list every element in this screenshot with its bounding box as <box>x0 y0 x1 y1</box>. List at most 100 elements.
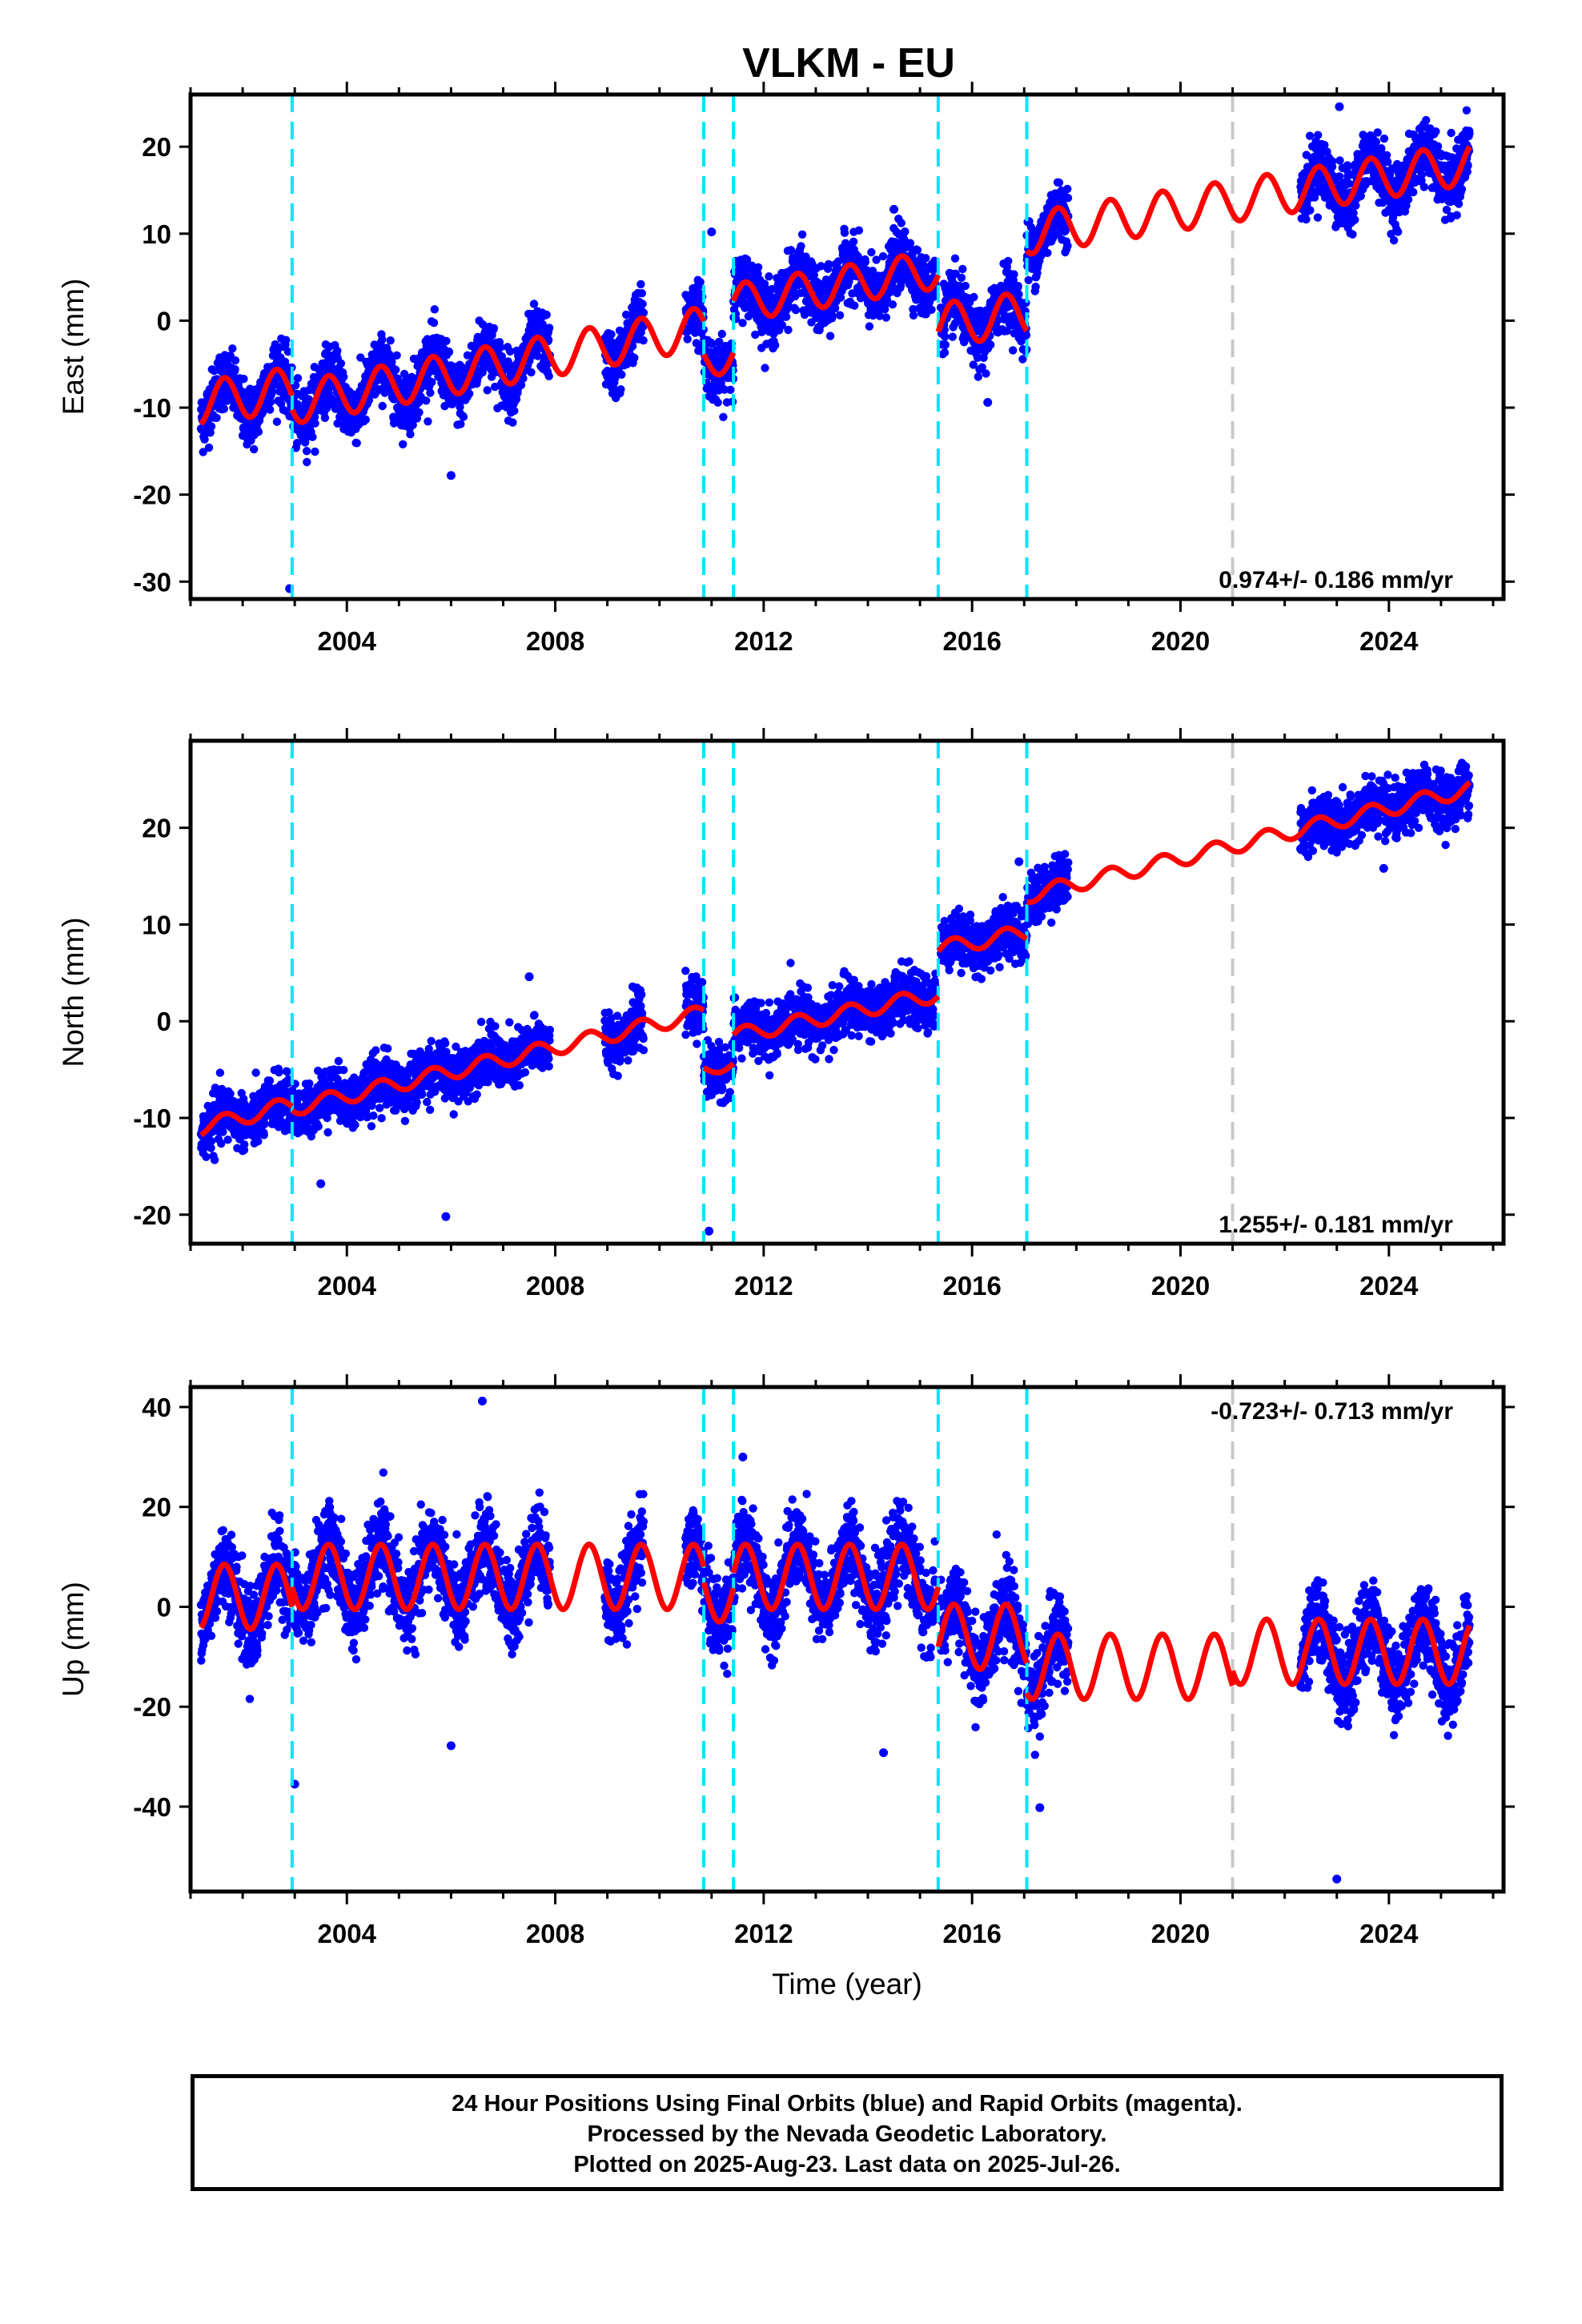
data-point <box>314 1122 323 1131</box>
data-point <box>422 396 431 405</box>
data-point <box>231 356 240 365</box>
data-point <box>516 380 526 389</box>
data-point <box>941 332 950 341</box>
data-point <box>212 413 221 422</box>
data-point <box>204 443 214 452</box>
data-point <box>881 313 891 322</box>
data-point <box>713 398 722 407</box>
outlier-point <box>446 471 456 480</box>
data-point <box>683 335 692 344</box>
data-point <box>1394 227 1403 236</box>
data-point <box>226 1089 235 1099</box>
data-point <box>336 359 346 368</box>
data-point <box>1054 178 1064 187</box>
data-point <box>741 304 749 312</box>
data-point <box>240 1140 249 1149</box>
data-point <box>207 1136 216 1146</box>
data-point <box>836 293 845 302</box>
data-point <box>283 1068 291 1076</box>
data-point <box>878 251 888 261</box>
data-point <box>840 228 849 237</box>
data-point <box>1457 185 1467 194</box>
data-point <box>867 247 876 257</box>
data-point <box>1373 128 1382 137</box>
data-point <box>707 340 717 348</box>
data-point <box>217 1084 227 1094</box>
data-point <box>544 372 553 380</box>
data-point <box>200 435 209 444</box>
data-point <box>1302 215 1311 224</box>
data-point <box>310 412 319 421</box>
data-point <box>483 386 492 395</box>
data-point <box>210 1156 219 1164</box>
data-point <box>199 448 207 456</box>
data-point <box>1389 235 1399 245</box>
y-tick-label: -20 <box>133 480 171 510</box>
data-point <box>637 289 646 298</box>
data-point <box>765 272 773 281</box>
data-point <box>444 348 454 356</box>
data-point <box>333 346 342 356</box>
data-point <box>1433 142 1443 151</box>
data-point <box>1465 129 1474 138</box>
data-point <box>265 1076 275 1085</box>
data-point <box>719 412 728 421</box>
data-point <box>1004 256 1013 266</box>
data-point <box>726 385 735 394</box>
data-point <box>323 1113 331 1123</box>
data-point <box>489 324 498 332</box>
data-point <box>302 447 311 456</box>
model-fit-line <box>289 306 707 425</box>
data-point <box>352 439 361 448</box>
data-point <box>628 342 637 351</box>
data-point <box>865 322 874 331</box>
data-point <box>250 444 259 454</box>
data-point <box>828 314 837 323</box>
data-point <box>305 1079 314 1088</box>
data-point <box>753 269 762 279</box>
data-point <box>259 1131 268 1140</box>
data-point <box>283 347 292 356</box>
data-point <box>905 239 915 247</box>
plot-frame-east <box>188 92 1506 601</box>
data-point <box>1063 241 1072 251</box>
data-point <box>440 401 449 411</box>
data-points-east <box>196 102 1474 593</box>
data-point <box>781 312 791 321</box>
plot-area-east <box>196 94 1474 599</box>
data-point <box>835 311 845 320</box>
data-point <box>429 318 439 328</box>
data-point <box>717 329 726 339</box>
data-point <box>1422 115 1431 125</box>
data-point <box>929 265 938 275</box>
model-fit-line <box>730 253 942 320</box>
data-point <box>958 264 967 274</box>
data-point <box>293 374 303 383</box>
data-point <box>978 363 986 372</box>
data-point <box>210 366 219 376</box>
rate-label: 0.974+/- 0.186 mm/yr <box>1219 567 1453 593</box>
data-point <box>638 300 647 308</box>
data-point <box>834 257 843 266</box>
data-point <box>761 364 769 372</box>
data-point <box>715 337 724 346</box>
data-point <box>1462 106 1472 115</box>
data-point <box>292 439 302 448</box>
data-point <box>854 226 864 235</box>
data-point <box>1306 206 1315 215</box>
data-point <box>607 330 616 339</box>
data-point <box>497 352 506 361</box>
data-point <box>533 352 543 360</box>
data-point <box>751 330 760 340</box>
data-point <box>311 447 319 456</box>
data-point <box>303 457 311 467</box>
data-point <box>622 310 631 320</box>
data-point <box>720 385 729 394</box>
data-point <box>617 370 626 379</box>
data-point <box>897 219 906 227</box>
data-point <box>791 305 801 315</box>
data-point <box>219 404 228 413</box>
